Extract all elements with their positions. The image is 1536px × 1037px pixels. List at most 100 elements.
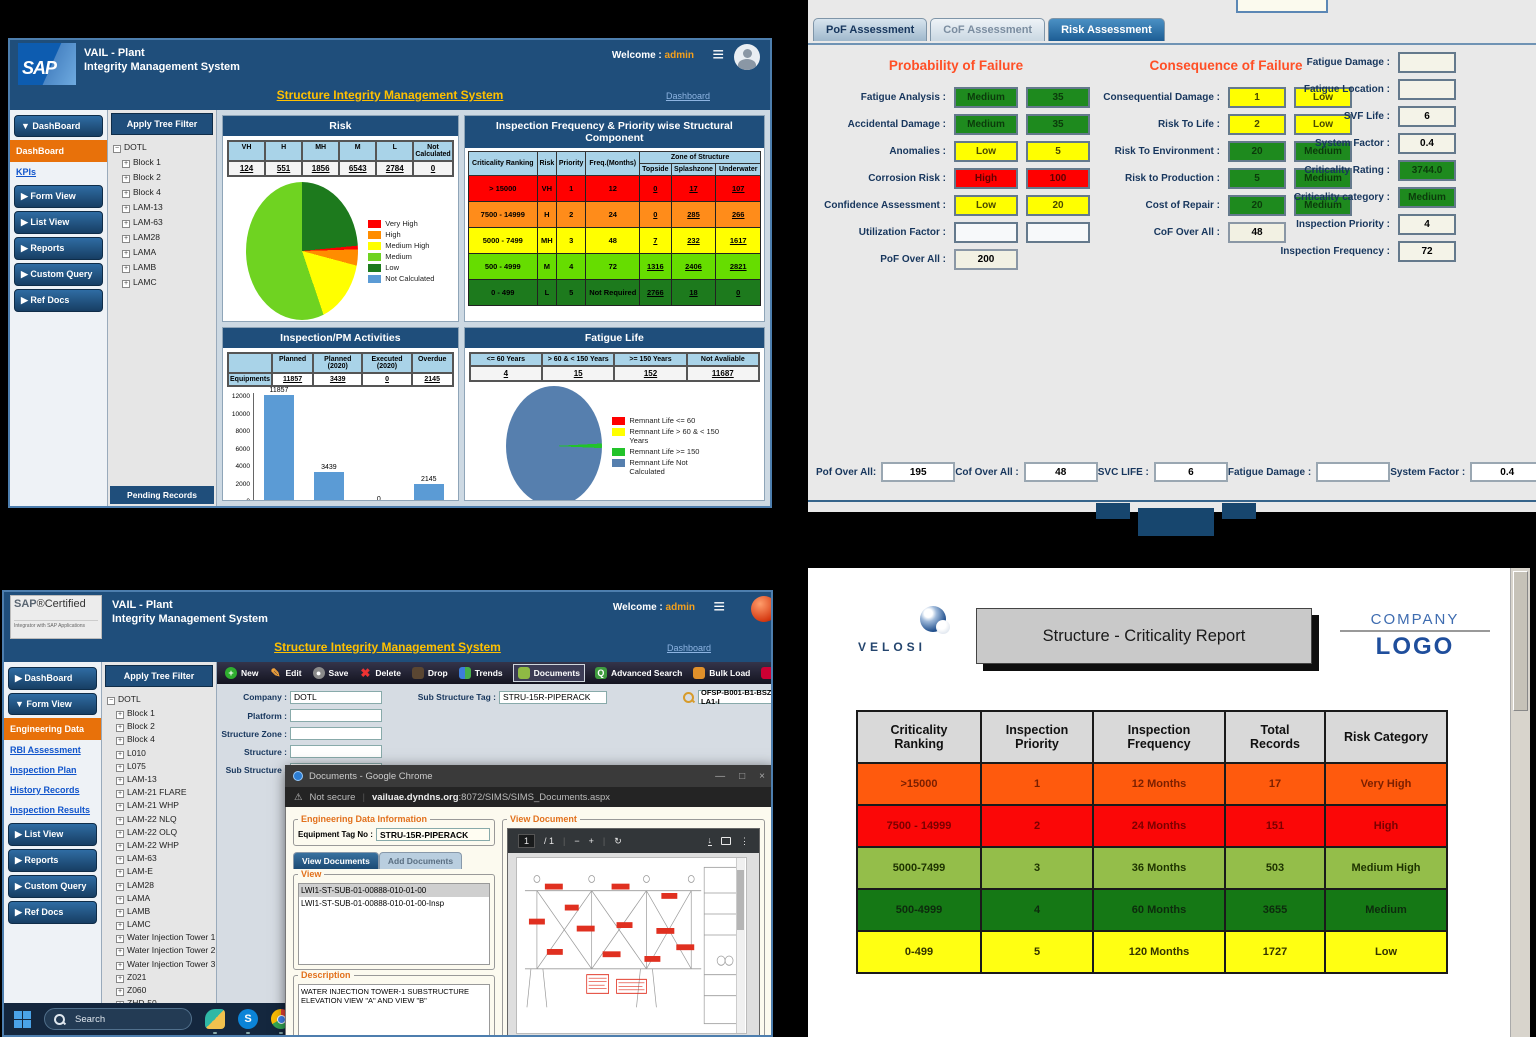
expand-icon[interactable]: + [116,922,124,931]
tree-item[interactable]: + Block 4 [116,734,155,746]
document-list-item[interactable]: LWI1-ST-SUB-01-00888-010-01-00-Insp [301,899,445,908]
tree-item[interactable]: + Z021 [116,971,147,983]
underwater-count-link[interactable]: 1617 [729,236,747,245]
underwater-count-link[interactable]: 2821 [729,262,747,271]
dashboard-link[interactable]: Dashboard [665,91,710,101]
pm-cell[interactable]: 11857 [272,373,314,386]
tree-item[interactable]: + LAM-21 WHP [116,800,179,812]
fatigue-count-link[interactable]: 152 [614,366,687,381]
cof-category-field[interactable]: Medium [1294,141,1352,162]
toolbar-button[interactable]: ● Save [312,667,348,679]
dashboard-link[interactable]: Dashboard [666,643,711,653]
result-field[interactable] [1398,52,1456,73]
result-field[interactable]: 3744.0 [1398,160,1456,181]
collapse-icon[interactable]: − [107,697,115,705]
expand-icon[interactable]: + [116,816,124,825]
toolbar-button[interactable]: + New [225,667,258,679]
result-field[interactable]: Medium [1398,187,1456,208]
sidebar-item[interactable]: ▶ Custom Query [8,875,97,898]
summary-value[interactable] [1316,462,1391,482]
expand-icon[interactable]: + [116,948,124,957]
popup-urlbar[interactable]: ⚠ Not secure | vailuae.dyndns.org:8072/S… [285,787,771,807]
tree-item[interactable]: + LAMA [122,247,157,258]
tree-item[interactable]: + L010 [116,747,146,759]
sidebar-item[interactable]: ▶ Custom Query [14,263,103,286]
tree-item[interactable]: + LAM-13 [122,202,163,213]
expand-icon[interactable]: + [116,737,124,746]
splashzone-count-link[interactable]: 285 [687,210,700,219]
toolbar-button[interactable]: Q Advanced Search [594,667,682,679]
pdf-scrollbar[interactable] [736,858,745,1033]
expand-icon[interactable]: + [116,763,124,772]
cof-score-field[interactable]: 5 [1228,168,1286,189]
result-field[interactable]: 0.4 [1398,133,1456,154]
result-field[interactable] [1398,79,1456,100]
risk-count-link[interactable]: 6543 [339,161,377,176]
underwater-count-link[interactable]: 0 [736,288,741,297]
zoom-out-icon[interactable]: − [574,836,580,846]
download-icon[interactable]: ↓ [707,835,712,846]
sidebar-item[interactable]: ▶ Reports [14,237,103,260]
page-number-input[interactable]: 1 [518,834,536,848]
tree-item[interactable]: + Block 1 [122,157,161,168]
result-field[interactable]: 72 [1398,241,1456,262]
pof-score-field[interactable]: 5 [1026,141,1090,162]
sidebar-item[interactable]: ▶ DashBoard [8,667,97,690]
toolbar-button[interactable]: ✖ Delete [360,666,401,680]
tree-item[interactable]: + LAMB [122,262,157,273]
tree-item[interactable]: + LAM-63 [122,217,163,228]
toolbar-button[interactable]: Documents [512,664,585,682]
tree-item[interactable]: + LAM-13 [116,774,157,786]
apply-tree-filter-button[interactable]: Apply Tree Filter [111,113,213,135]
tree-item[interactable]: + Block 4 [122,187,161,198]
toolbar-button[interactable]: Drop [411,667,448,679]
cof-category-field[interactable]: Low [1294,114,1352,135]
expand-icon[interactable]: + [122,250,130,258]
user-avatar-icon[interactable] [734,44,760,70]
skype-icon[interactable]: S [238,1009,258,1034]
tree-item[interactable]: + Block 2 [122,172,161,183]
expand-icon[interactable]: + [122,160,130,168]
expand-icon[interactable]: + [116,961,124,970]
tree-item[interactable]: + LAM-21 FLARE [116,787,187,799]
summary-value[interactable]: 6 [1153,462,1228,482]
expand-icon[interactable]: + [122,205,130,213]
pof-category-field[interactable]: Low [954,141,1018,162]
fatigue-count-link[interactable]: 4 [469,366,543,381]
search-icon[interactable] [683,691,694,703]
tree-item[interactable]: + Block 1 [116,708,155,720]
sidebar-item[interactable]: ▶ Ref Docs [8,901,97,924]
topside-count-link[interactable]: 7 [653,236,658,245]
structure-input[interactable] [290,745,382,758]
tree-item[interactable]: + LAM-E [116,866,153,878]
expand-icon[interactable]: + [122,280,130,288]
summary-value[interactable]: 195 [881,462,956,482]
record-dropdown[interactable]: OFSP-B001-B1-BSZ-LA1-I ▼ [698,688,771,706]
tree-item[interactable]: + LAMC [116,919,151,931]
pof-category-field[interactable]: Low [954,195,1018,216]
expand-icon[interactable]: + [116,724,124,733]
underwater-count-link[interactable]: 266 [731,210,745,219]
cof-score-field[interactable]: 2 [1228,114,1286,135]
minimize-button[interactable]: — [715,770,726,782]
toolbar-button[interactable]: Bulk Load [693,667,750,679]
fatigue-count-link[interactable]: 11687 [686,366,759,381]
expand-icon[interactable]: + [116,895,124,904]
sidebar-item[interactable]: RBI Assessment [10,745,81,755]
structure-zone-input[interactable] [290,727,382,740]
cof-score-field[interactable]: 1 [1228,87,1286,108]
tree-item[interactable]: + LAM-22 OLQ [116,826,178,838]
toolbar-button[interactable]: Asset Passport [761,667,771,679]
toolbar-button[interactable]: ✎ Edit [270,666,302,680]
tree-root[interactable]: − DOTL [107,694,141,705]
company-input[interactable]: DOTL [290,690,382,704]
cof-score-field[interactable]: 20 [1228,195,1286,216]
tree-item[interactable]: + LAMC [122,277,157,288]
tree-item[interactable]: + Water Injection Tower 2 [116,945,216,957]
pof-score-field[interactable] [1026,222,1090,243]
tree-item[interactable]: + Water Injection Tower 1 [116,932,216,944]
sidebar-item[interactable]: ▼ Form View [8,693,97,715]
tree-item[interactable]: + LAMB [116,905,151,917]
expand-icon[interactable]: + [116,842,124,851]
platform-input[interactable] [290,709,382,722]
